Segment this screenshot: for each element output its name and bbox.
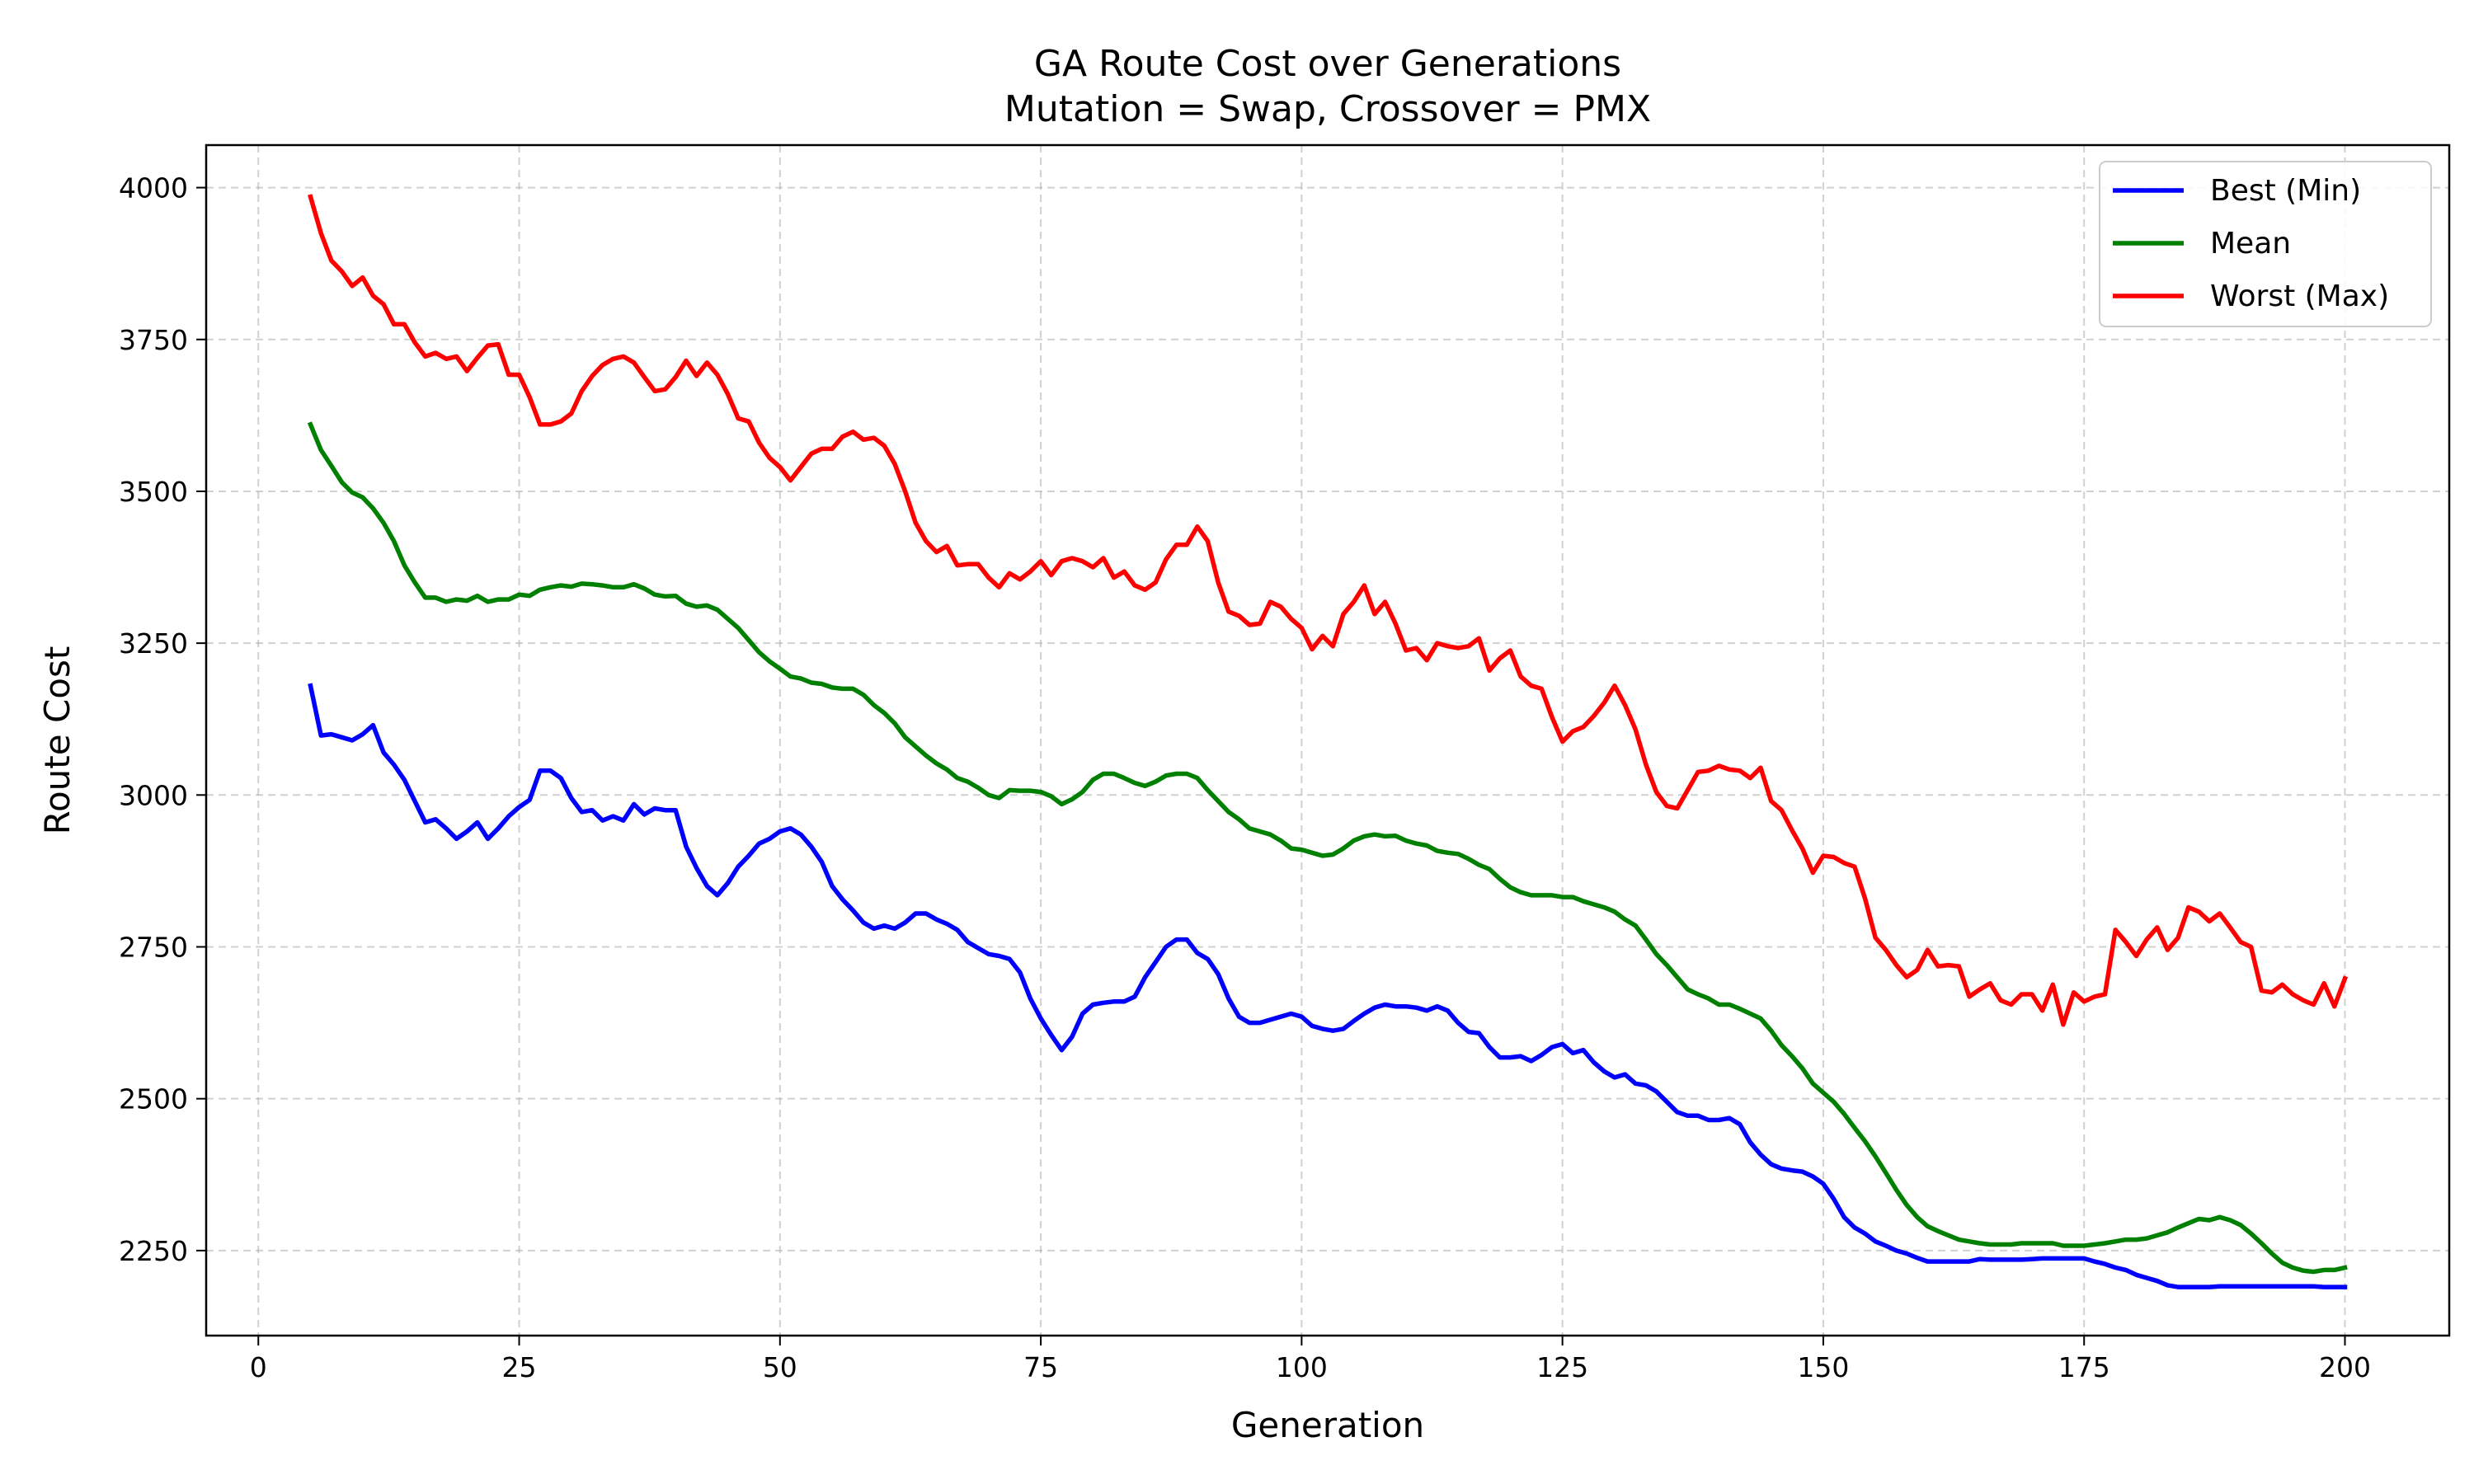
- y-tick-label: 3500: [119, 476, 188, 508]
- chart-subtitle: Mutation = Swap, Crossover = PMX: [1004, 88, 1651, 130]
- legend-label-worst-max: Worst (Max): [2210, 279, 2389, 313]
- x-tick-label: 0: [250, 1351, 267, 1383]
- x-tick-label: 125: [1536, 1351, 1588, 1383]
- y-tick-label: 2500: [119, 1083, 188, 1115]
- x-axis-title: Generation: [1231, 1405, 1424, 1445]
- y-tick-label: 4000: [119, 172, 188, 204]
- legend: Best (Min) Mean Worst (Max): [2099, 161, 2432, 327]
- y-tick-label: 3250: [119, 627, 188, 660]
- y-axis-title: Route Cost: [37, 646, 78, 835]
- chart-title: GA Route Cost over Generations: [1034, 43, 1621, 85]
- y-tick-label: 3750: [119, 324, 188, 356]
- y-tick-label: 2250: [119, 1235, 188, 1267]
- series-line-best-min: [308, 683, 2348, 1289]
- legend-label-mean: Mean: [2210, 227, 2291, 261]
- grid: [206, 145, 2449, 1336]
- y-axis-ticks: 2250 2500 2750 3000 3250 3500 3750 4000: [119, 172, 206, 1267]
- y-tick-label: 2750: [119, 931, 188, 963]
- legend-label-best-min: Best (Min): [2210, 174, 2361, 208]
- plot-area-frame: [205, 143, 2451, 1337]
- x-axis-ticks: 0 25 50 75 100 125 150 175 200: [250, 1336, 2371, 1383]
- x-tick-label: 100: [1276, 1351, 1328, 1383]
- x-tick-label: 150: [1797, 1351, 1849, 1383]
- x-tick-label: 50: [763, 1351, 797, 1383]
- legend-entries: Best (Min) Mean Worst (Max): [2113, 174, 2389, 313]
- x-tick-label: 175: [2058, 1351, 2110, 1383]
- series-line-mean: [307, 421, 2348, 1275]
- y-tick-label: 3000: [119, 779, 188, 811]
- x-tick-label: 75: [1023, 1351, 1058, 1383]
- x-tick-label: 25: [502, 1351, 537, 1383]
- legend-box: [2099, 161, 2432, 327]
- series-line-worst-max: [308, 194, 2349, 1027]
- series-lines: [307, 194, 2349, 1289]
- x-tick-label: 200: [2319, 1351, 2371, 1383]
